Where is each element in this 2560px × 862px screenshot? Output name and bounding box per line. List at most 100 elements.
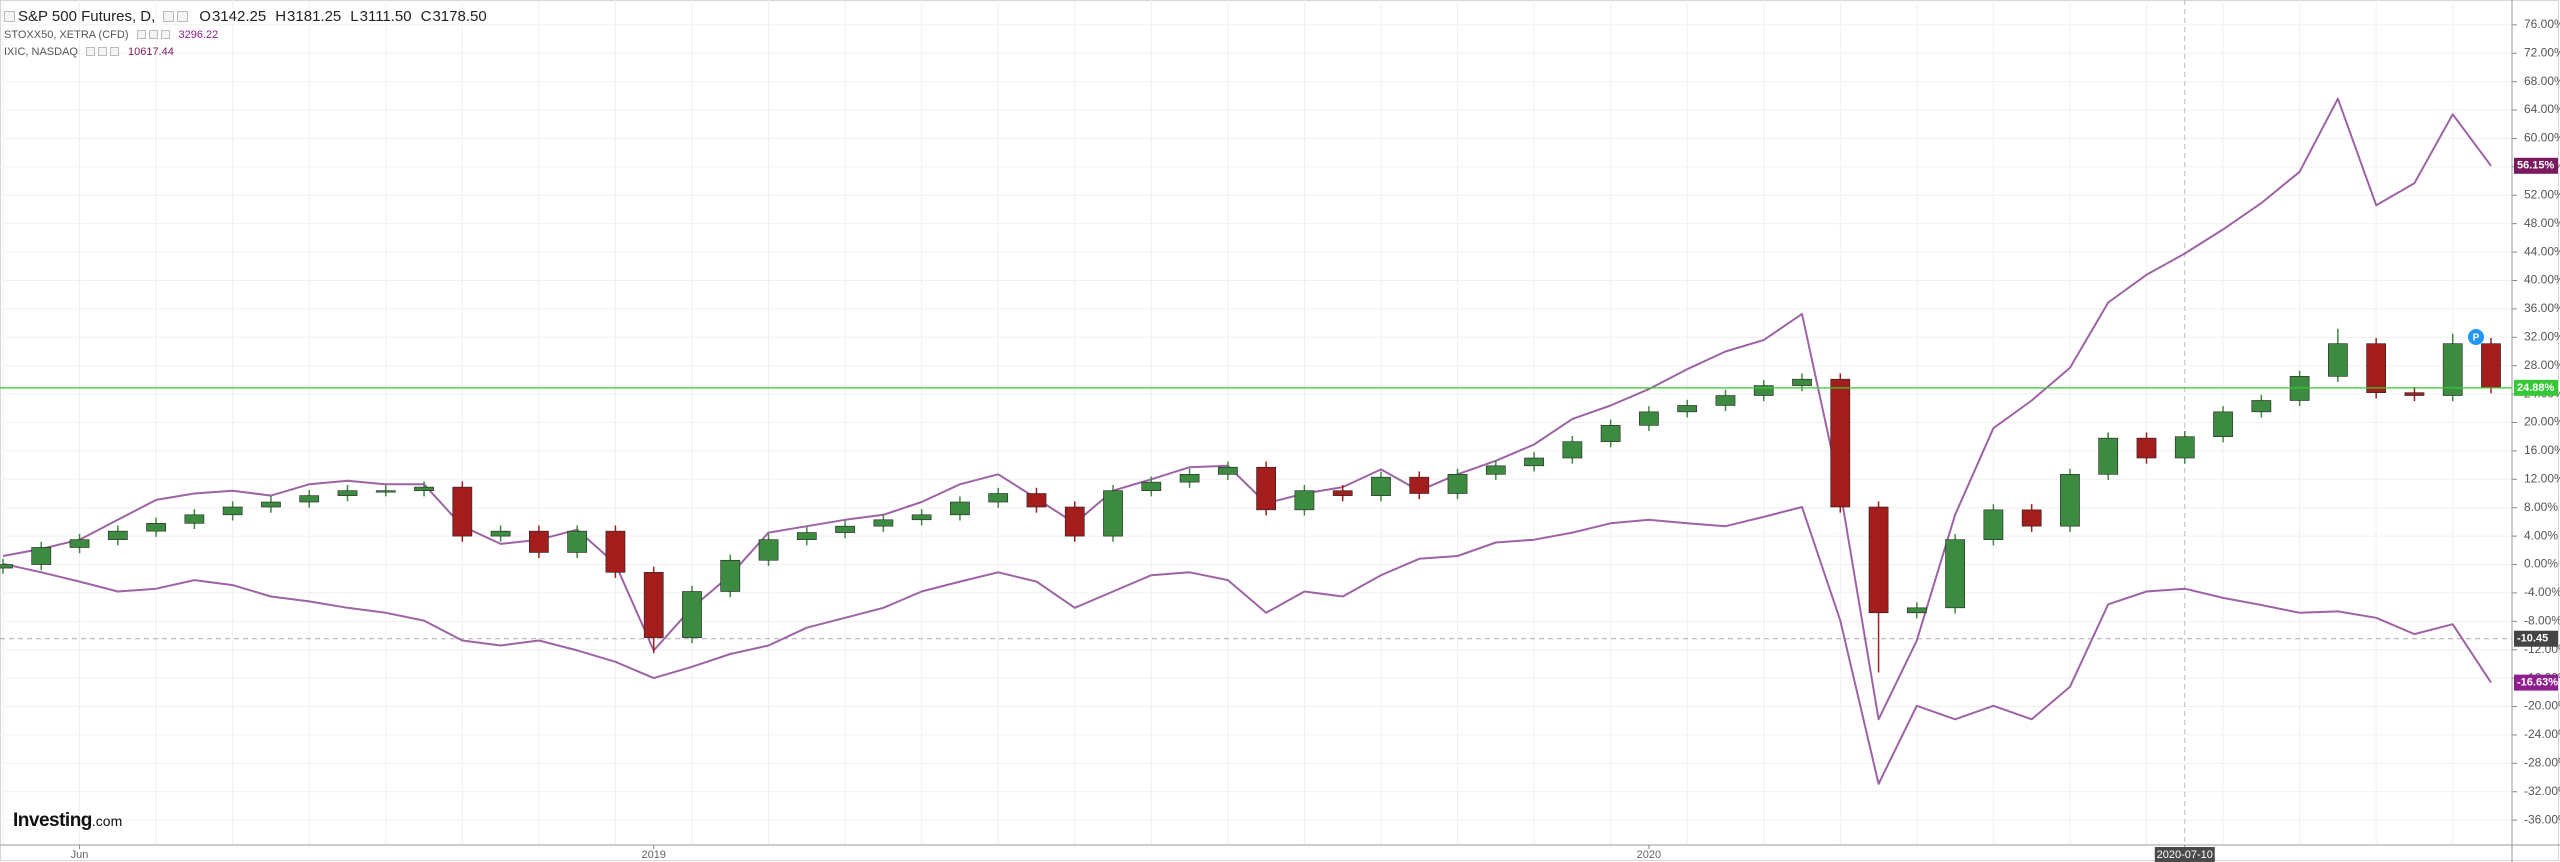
ohlc-item: L3111.50 <box>350 8 411 25</box>
legend-icon[interactable] <box>97 47 107 56</box>
ohlc-label: L <box>350 7 359 25</box>
legend-icon[interactable] <box>85 47 95 56</box>
candle-body <box>1945 539 1965 609</box>
candle-body <box>2328 343 2348 377</box>
candle-body <box>1332 490 1353 496</box>
candle-body <box>146 523 166 532</box>
y-tick-label: 64.00% <box>2524 102 2560 116</box>
y-tick-label: 0.00% <box>2524 557 2558 571</box>
candle-body <box>1983 509 2004 540</box>
y-tick-label: -36.00% <box>2524 812 2560 826</box>
candle-body <box>2442 343 2463 396</box>
candle-body <box>567 530 588 553</box>
legend-row: IXIC, NASDAQ 10617.44 <box>4 43 496 60</box>
series-legend: STOXX50, XETRA (CFD) 3296.22 IXIC, NASDAQ 1… <box>4 26 496 60</box>
line-series <box>2 506 2492 785</box>
series-last-label: -16.63% <box>2517 677 2558 689</box>
candle-body <box>911 514 932 521</box>
candle-body <box>1179 474 1200 483</box>
logo-brand: Investing <box>13 810 92 831</box>
candle-body <box>2481 343 2501 389</box>
series-last-label-bg <box>2514 157 2558 174</box>
y-tick-label: 60.00% <box>2524 131 2560 145</box>
candle-body <box>643 572 664 638</box>
y-tick-label: 40.00% <box>2524 273 2560 287</box>
series-last-label: 56.15% <box>2517 160 2555 172</box>
candle-body <box>1868 506 1889 614</box>
candle-body <box>1906 607 1927 614</box>
candle-body <box>1677 405 1698 413</box>
last-value-label: 24.88% <box>2517 382 2555 394</box>
candle-body <box>261 501 281 508</box>
candle-body <box>1830 378 1851 508</box>
candle-body <box>0 564 13 569</box>
y-tick-label: -24.00% <box>2524 727 2560 741</box>
legend-name: STOXX50, XETRA (CFD) <box>4 28 129 41</box>
crosshair-y-label: -10.45 <box>2517 633 2548 645</box>
candle-body <box>1524 457 1544 467</box>
candle-body <box>835 525 855 533</box>
ohlc-readout: O3142.25 H3181.25 L3111.50 C3178.50 <box>199 8 495 25</box>
series-last-label-bg <box>2514 674 2558 691</box>
legend-readout: 3296.22 <box>178 28 219 41</box>
x-tick-label: 2019 <box>641 849 665 861</box>
y-tick-label: 72.00% <box>2524 45 2560 59</box>
ohlc-label: C <box>420 7 432 25</box>
candle-body <box>950 501 970 516</box>
candle-body <box>796 532 817 540</box>
ohlc-label: O <box>199 7 211 25</box>
candle-body <box>69 539 90 548</box>
ohlc-value: 3142.25 <box>211 7 267 25</box>
annotation[interactable]: P <box>2468 329 2484 345</box>
crosshair-x-label-bg <box>2154 847 2215 862</box>
y-tick-label: 12.00% <box>2524 471 2560 485</box>
y-tick-label: 44.00% <box>2524 244 2560 258</box>
y-tick-label: 48.00% <box>2524 216 2560 230</box>
y-tick-label: 16.00% <box>2524 443 2560 457</box>
candle-body <box>1026 493 1047 508</box>
ohlc-value: 3178.50 <box>432 7 487 25</box>
collapse-icon[interactable] <box>4 10 15 22</box>
legend-icon[interactable] <box>148 30 158 39</box>
candle-body <box>2404 392 2425 396</box>
candle-body <box>1141 481 1162 491</box>
ohlc-value: 3181.25 <box>287 7 342 25</box>
y-tick-label: -8.00% <box>2524 613 2560 627</box>
candle-body <box>490 530 511 537</box>
settings-icon[interactable] <box>163 10 175 22</box>
candle-body <box>1409 476 1430 494</box>
candle-body <box>184 514 205 524</box>
candle-body <box>1562 441 1583 459</box>
y-tick-label: 8.00% <box>2524 500 2558 514</box>
ohlc-item: C3178.50 <box>421 8 487 25</box>
candle-body <box>1256 466 1277 511</box>
candle-body <box>337 490 358 496</box>
candle-body <box>720 559 741 592</box>
candle-body <box>1294 490 1315 511</box>
y-tick-label: -32.00% <box>2524 784 2560 798</box>
legend-icon[interactable] <box>160 30 170 39</box>
hide-icon[interactable] <box>177 10 189 22</box>
candle-body <box>375 490 396 493</box>
main-legend-row: S&P 500 Futures, D, O3142.25 H3181.25 L311… <box>4 6 496 26</box>
candle-body <box>1485 465 1506 475</box>
legend: S&P 500 Futures, D, O3142.25 H3181.25 L311… <box>4 6 496 60</box>
candle-body <box>682 591 702 638</box>
legend-icon[interactable] <box>136 30 146 39</box>
candle-body <box>1103 490 1123 537</box>
ohlc-item: O3142.25 <box>199 8 266 25</box>
y-tick-label: -20.00% <box>2524 699 2560 713</box>
candle-body <box>2021 509 2042 527</box>
legend-row: STOXX50, XETRA (CFD) 3296.22 <box>4 26 496 43</box>
candle-body <box>988 493 1009 503</box>
candle-body <box>222 506 243 516</box>
ohlc-label: H <box>275 7 287 25</box>
legend-name: IXIC, NASDAQ <box>4 45 78 58</box>
legend-icon[interactable] <box>109 47 119 56</box>
candle-body <box>529 530 549 553</box>
ohlc-value: 3111.50 <box>359 7 412 25</box>
candle-body <box>2213 411 2233 438</box>
